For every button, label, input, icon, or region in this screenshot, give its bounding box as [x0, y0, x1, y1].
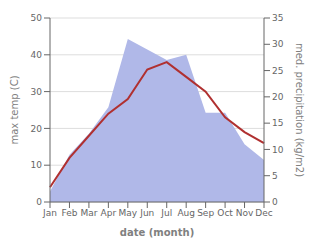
svg-text:10: 10	[272, 145, 284, 155]
svg-text:15: 15	[272, 118, 283, 128]
svg-text:30: 30	[31, 87, 43, 97]
svg-text:Apr: Apr	[101, 208, 117, 218]
svg-text:40: 40	[31, 50, 43, 60]
svg-text:30: 30	[272, 39, 284, 49]
svg-text:May: May	[119, 208, 138, 218]
svg-text:max temp (C): max temp (C)	[9, 75, 20, 144]
svg-text:Aug: Aug	[177, 208, 195, 218]
svg-text:Feb: Feb	[61, 208, 77, 218]
svg-text:med. precipitation (kg/m2): med. precipitation (kg/m2)	[294, 43, 305, 177]
svg-text:25: 25	[272, 66, 283, 76]
svg-text:Mar: Mar	[80, 208, 97, 218]
svg-text:20: 20	[272, 92, 284, 102]
svg-text:35: 35	[272, 13, 283, 23]
svg-text:Dec: Dec	[255, 208, 272, 218]
svg-text:Sep: Sep	[197, 208, 214, 218]
svg-text:Nov: Nov	[236, 208, 254, 218]
svg-text:Oct: Oct	[217, 208, 233, 218]
svg-text:Jun: Jun	[139, 208, 154, 218]
svg-text:5: 5	[272, 171, 278, 181]
svg-text:0: 0	[272, 197, 278, 207]
svg-text:Jan: Jan	[42, 208, 57, 218]
svg-text:10: 10	[31, 160, 43, 170]
svg-text:50: 50	[31, 13, 43, 23]
svg-text:0: 0	[36, 197, 42, 207]
svg-text:20: 20	[31, 124, 43, 134]
svg-text:Jul: Jul	[160, 208, 172, 218]
svg-text:date (month): date (month)	[120, 227, 194, 238]
